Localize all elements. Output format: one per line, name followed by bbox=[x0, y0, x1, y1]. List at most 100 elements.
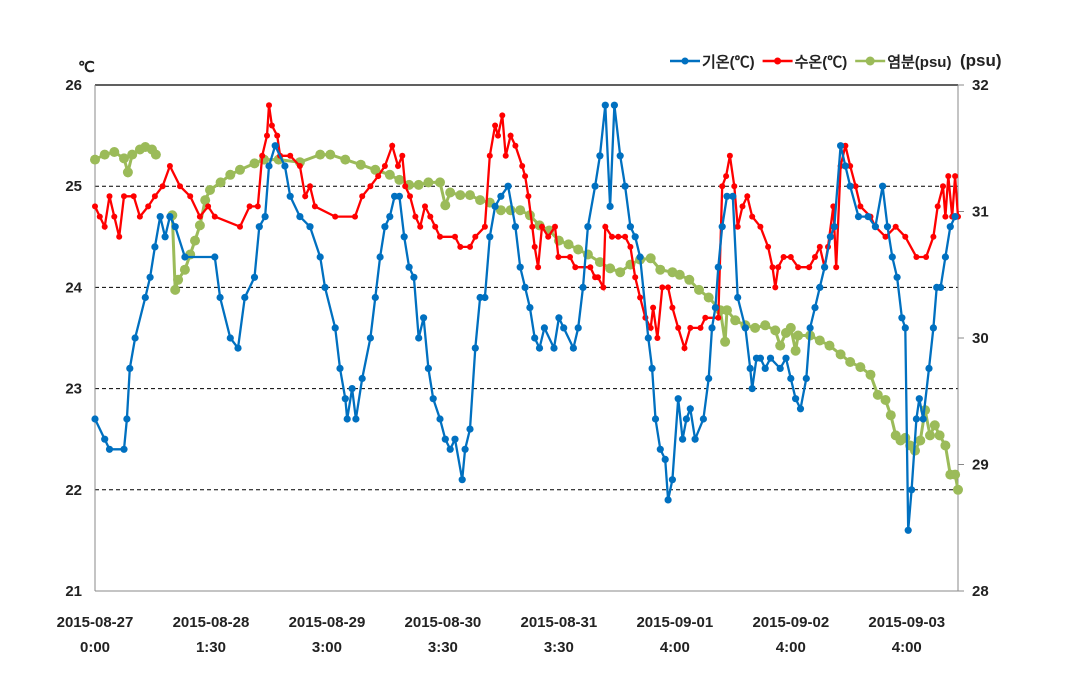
data-point bbox=[281, 162, 289, 170]
data-point bbox=[348, 385, 356, 393]
left-unit-label: ℃ bbox=[78, 59, 95, 76]
series-air-temp bbox=[91, 101, 959, 534]
data-point bbox=[371, 293, 379, 302]
data-point bbox=[913, 254, 920, 260]
data-point bbox=[734, 293, 742, 302]
data-point bbox=[424, 364, 432, 372]
data-point bbox=[741, 324, 750, 332]
data-point bbox=[343, 415, 351, 423]
data-point bbox=[405, 263, 413, 271]
data-point bbox=[121, 193, 127, 200]
data-point bbox=[772, 284, 779, 291]
data-point bbox=[311, 203, 318, 210]
y-right-tick-label: 30 bbox=[972, 330, 989, 347]
data-point bbox=[563, 239, 574, 250]
data-point bbox=[787, 374, 795, 383]
data-point bbox=[908, 486, 916, 494]
data-point bbox=[621, 182, 629, 190]
data-point bbox=[812, 254, 818, 260]
data-point bbox=[215, 177, 226, 188]
data-point bbox=[845, 357, 856, 367]
data-point bbox=[545, 233, 552, 240]
data-point bbox=[806, 324, 814, 332]
data-point bbox=[594, 257, 605, 268]
data-point bbox=[606, 202, 614, 210]
data-point bbox=[417, 223, 424, 230]
data-point bbox=[151, 243, 159, 251]
data-point bbox=[681, 345, 688, 352]
data-point bbox=[761, 364, 769, 372]
data-point bbox=[422, 203, 428, 210]
data-point bbox=[904, 526, 912, 534]
data-point bbox=[674, 395, 682, 403]
data-point bbox=[170, 284, 181, 295]
right-unit-label: (psu) bbox=[960, 51, 1002, 70]
data-point bbox=[885, 410, 896, 421]
data-point bbox=[708, 324, 716, 332]
data-point bbox=[540, 324, 549, 332]
data-point bbox=[902, 233, 909, 240]
data-point bbox=[793, 330, 804, 341]
data-point bbox=[410, 273, 418, 281]
data-point bbox=[516, 263, 524, 271]
data-point bbox=[837, 142, 845, 150]
data-point bbox=[651, 415, 660, 423]
data-point bbox=[854, 213, 863, 221]
data-point bbox=[511, 223, 519, 231]
data-point bbox=[394, 174, 405, 185]
data-point bbox=[627, 243, 634, 250]
data-point bbox=[325, 149, 336, 160]
data-point bbox=[296, 213, 304, 221]
data-point bbox=[749, 213, 756, 220]
series-line bbox=[93, 105, 957, 531]
x-tick-date: 2015-08-29 bbox=[289, 614, 366, 631]
data-point bbox=[225, 169, 236, 180]
data-point bbox=[446, 445, 454, 453]
data-point bbox=[92, 203, 98, 210]
legend-marker bbox=[774, 57, 782, 65]
data-point bbox=[200, 195, 211, 206]
data-point bbox=[946, 223, 954, 231]
data-point bbox=[441, 435, 449, 443]
data-point bbox=[341, 395, 349, 403]
data-point bbox=[953, 484, 963, 495]
data-point bbox=[386, 213, 394, 221]
data-point bbox=[719, 183, 726, 190]
data-point bbox=[879, 182, 887, 190]
data-point bbox=[795, 264, 802, 271]
data-point bbox=[235, 164, 245, 175]
data-point bbox=[384, 169, 395, 180]
data-point bbox=[730, 315, 741, 326]
data-point bbox=[915, 395, 923, 403]
data-point bbox=[367, 183, 374, 190]
data-point bbox=[555, 254, 562, 260]
data-point bbox=[770, 325, 781, 336]
data-point bbox=[682, 415, 691, 423]
data-point bbox=[765, 243, 772, 250]
data-point bbox=[265, 162, 273, 170]
data-point bbox=[842, 142, 849, 149]
data-point bbox=[389, 142, 396, 149]
data-point bbox=[358, 374, 366, 383]
data-point bbox=[846, 182, 854, 190]
data-point bbox=[806, 264, 813, 271]
data-point bbox=[119, 153, 129, 164]
x-tick-time: 4:00 bbox=[776, 639, 806, 656]
data-point bbox=[504, 182, 512, 190]
data-point bbox=[746, 364, 754, 372]
data-point bbox=[898, 314, 906, 322]
x-tick-time: 3:30 bbox=[544, 639, 574, 656]
data-point bbox=[567, 254, 573, 260]
data-point bbox=[669, 304, 676, 311]
data-point bbox=[855, 362, 866, 373]
data-point bbox=[211, 253, 219, 261]
series-line bbox=[170, 153, 960, 491]
data-point bbox=[171, 223, 179, 231]
data-point bbox=[366, 334, 374, 342]
data-point bbox=[937, 283, 945, 291]
data-point bbox=[661, 455, 669, 463]
data-point bbox=[934, 203, 941, 210]
data-point bbox=[650, 304, 657, 311]
data-point bbox=[775, 264, 782, 271]
